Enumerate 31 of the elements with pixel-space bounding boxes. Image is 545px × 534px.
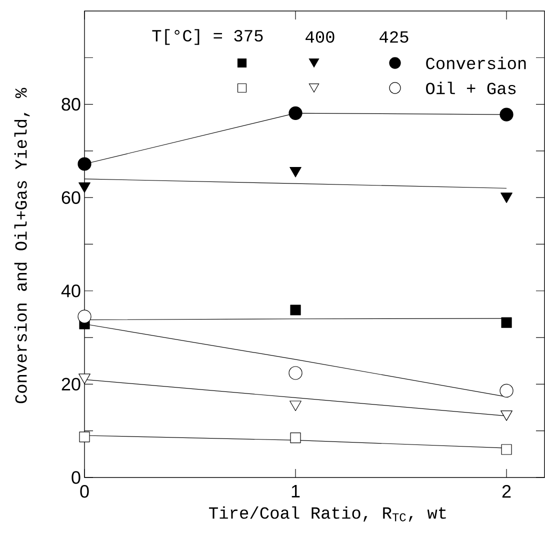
x-tick-label: 1 <box>292 484 300 498</box>
y-tick-label: 0 <box>72 471 80 484</box>
point <box>500 192 512 203</box>
y-tick-label: 80 <box>62 98 80 111</box>
y-tick-label: 20 <box>62 378 80 391</box>
annotation: 400 <box>306 31 334 43</box>
point <box>501 317 512 328</box>
point <box>500 410 512 421</box>
point <box>79 432 90 442</box>
x-tick-label: 0 <box>80 485 89 498</box>
point <box>78 310 92 324</box>
point <box>500 384 514 398</box>
y-axis-title: Conversion and Oil+Gas Yield, % <box>14 88 30 404</box>
point <box>501 444 512 455</box>
point <box>290 166 302 178</box>
point <box>500 108 514 122</box>
point <box>290 432 301 444</box>
y-tick-label: 60 <box>62 191 80 204</box>
point <box>290 304 301 316</box>
annotation: 425 <box>380 31 408 43</box>
point <box>288 106 302 120</box>
x-axis-title: Tire/Coal Ratio, R$_{TC}$, wt <box>209 506 446 522</box>
point <box>78 157 92 171</box>
y-tick-label: 40 <box>61 284 80 298</box>
x-tick-label: 2 <box>502 485 511 498</box>
point <box>290 400 302 412</box>
annotation: T[°C] = 375 <box>152 29 263 45</box>
annotation: Oil + Gas <box>426 82 516 94</box>
point <box>288 366 302 380</box>
annotation: Conversion <box>426 56 526 70</box>
point <box>78 182 90 193</box>
